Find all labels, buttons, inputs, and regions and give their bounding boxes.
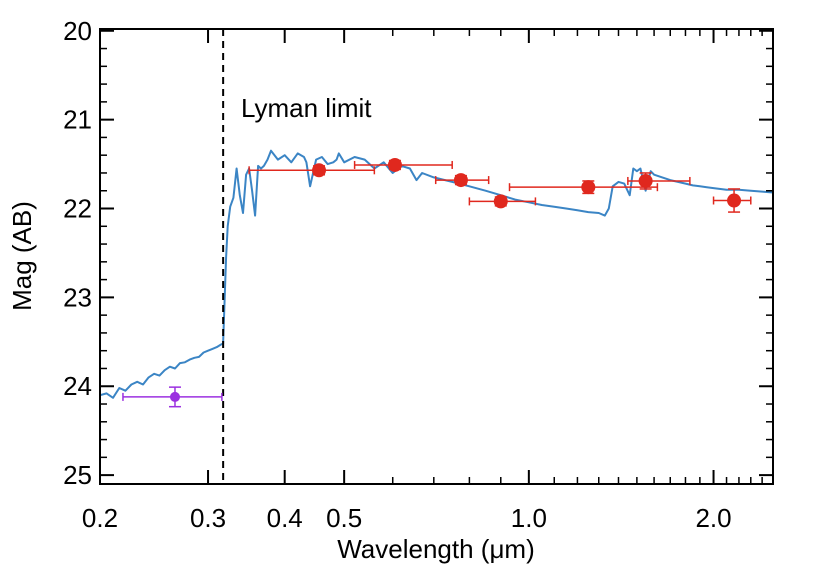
y-tick-label: 24 [63, 371, 92, 401]
x-tick-label: 0.3 [190, 503, 226, 533]
x-tick-label: 0.4 [267, 503, 303, 533]
photometry-point [312, 163, 327, 178]
plot-frame [99, 28, 774, 485]
photometry-point [453, 173, 468, 188]
model-spectrum-line [100, 149, 773, 399]
y-tick-label: 20 [63, 16, 92, 46]
y-axis-label: Mag (AB) [7, 201, 37, 311]
photometry-point [581, 180, 596, 195]
x-tick-label: 0.5 [326, 503, 362, 533]
photometry-point [727, 193, 742, 208]
y-tick-label: 25 [63, 460, 92, 490]
photometry-point [387, 157, 402, 172]
lyman-limit-label: Lyman limit [241, 93, 372, 123]
photometry-point [638, 173, 653, 188]
axis-ticks [99, 29, 773, 484]
x-tick-label: 1.0 [511, 503, 547, 533]
y-tick-label: 21 [63, 105, 92, 135]
y-tick-label: 22 [63, 194, 92, 224]
uv-point [169, 391, 180, 402]
photometry-point [493, 194, 508, 209]
tick-labels: 0.2 0.3 0.4 0.5 1.0 2.0 20 21 22 23 24 25 [63, 16, 732, 533]
model-spectrum-layer [100, 149, 773, 399]
y-tick-label: 23 [63, 282, 92, 312]
x-axis-label: Wavelength (μm) [337, 534, 535, 564]
x-tick-label: 2.0 [695, 503, 731, 533]
photometry-layer [122, 157, 752, 408]
x-tick-label: 0.2 [82, 503, 118, 533]
